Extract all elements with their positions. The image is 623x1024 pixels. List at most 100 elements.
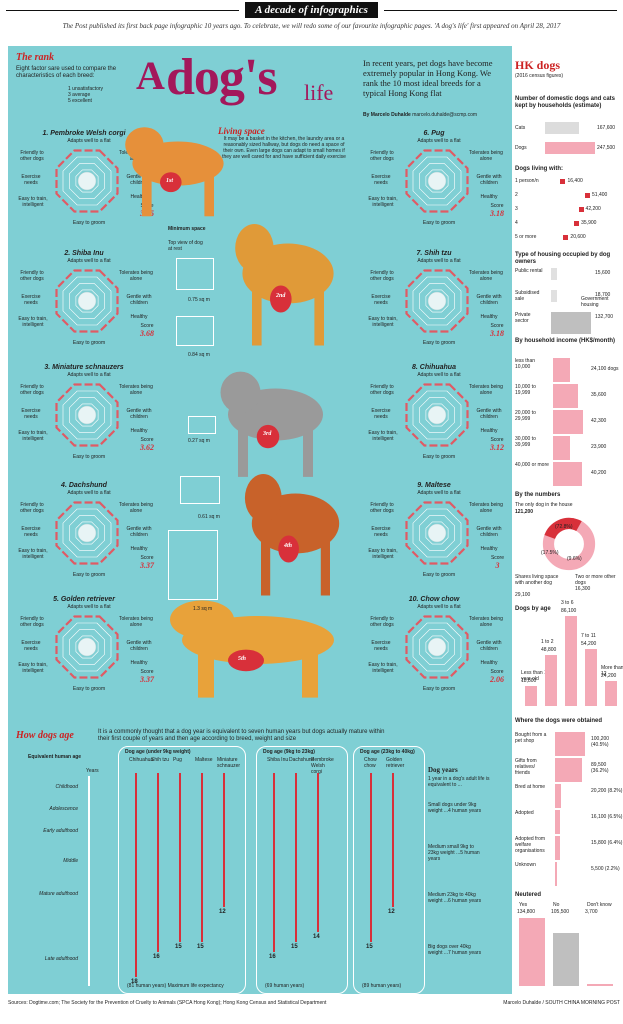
sidebar-text: 35,600 xyxy=(591,392,607,398)
sidebar-text: 15,600 xyxy=(595,270,611,276)
radar-octagon xyxy=(405,149,469,213)
bar xyxy=(587,984,613,986)
sidebar-text: Shares living space with another dog xyxy=(515,574,559,586)
sidebar-text: Adopted xyxy=(515,810,534,816)
score-value: 3.68 xyxy=(140,329,154,338)
sidebar-text: 20,600 xyxy=(570,234,586,240)
factor-label: Adapts well to a flat xyxy=(417,604,461,610)
breed-radar: 3. Miniature schnauzers Adapts well to a … xyxy=(14,364,154,476)
factor-label: Healthy xyxy=(480,314,498,320)
breed-name: 7. Shih tzu xyxy=(416,250,452,257)
factor-label: Exercise needs xyxy=(371,526,391,538)
factor-label: Healthy xyxy=(480,660,498,666)
age-group-title: Dog age (under 9kg weight) xyxy=(125,749,191,755)
sidebar-text: 10,000 to 19,999 xyxy=(515,384,536,396)
space-size: 0.84 sq m xyxy=(188,352,210,358)
age-bar xyxy=(273,773,275,952)
radar-octagon xyxy=(55,501,119,565)
breed-name: 5. Golden retriever xyxy=(53,596,115,603)
factor-label: Tolerates being alone xyxy=(469,384,503,396)
age-group-title: Dog age (23kg to 40kg) xyxy=(360,749,415,755)
score-label: Score xyxy=(490,203,504,209)
ribbon-label: 3rd xyxy=(263,431,272,438)
sidebar-heading: Type of housing occupied by dog owners xyxy=(515,252,611,265)
sidebar-heading: Dogs living with: xyxy=(515,166,563,172)
age-axis xyxy=(88,776,90,986)
breed-name: 6. Pug xyxy=(423,130,445,137)
factor-label: Healthy xyxy=(130,428,148,434)
sidebar-text: 3,700 xyxy=(585,909,598,915)
age-end-value: 14 xyxy=(313,934,320,940)
factor-label: Gentle with children xyxy=(126,294,152,306)
dog-illustration xyxy=(244,474,340,596)
bar xyxy=(551,290,557,302)
factor-label: Exercise needs xyxy=(371,408,391,420)
age-bar xyxy=(135,773,137,977)
age-bar xyxy=(223,773,225,907)
sidebar-text: 18,700 xyxy=(595,292,611,298)
score-label: Score xyxy=(140,669,154,675)
factor-label: Adapts well to a flat xyxy=(417,372,461,378)
bar xyxy=(553,384,579,408)
sidebar-text: Don't know xyxy=(587,902,612,908)
bar xyxy=(555,810,560,834)
factor-label: Easy to train, intelligent xyxy=(18,430,48,442)
factor-label: Exercise needs xyxy=(371,640,391,652)
dog-years-big: Big dogs over 40kg weight ...7 human yea… xyxy=(428,944,482,956)
breed-name: 9. Maltese xyxy=(417,482,451,489)
factor-label: Healthy xyxy=(130,546,148,552)
score-box: Score 3.68 xyxy=(140,323,154,338)
factor-label: Exercise needs xyxy=(371,294,391,306)
score-box: Score 3.37 xyxy=(140,555,154,570)
sidebar-text: 247,500 xyxy=(597,145,616,151)
sidebar-text: 42,300 xyxy=(591,418,607,424)
age-text: It is a commonly thought that a dog year… xyxy=(98,729,385,742)
banner-subtitle: The Post published its first back page i… xyxy=(62,22,561,30)
breed-radar: 8. Chihuahua Adapts well to a flat Tolerat… xyxy=(364,364,504,476)
ribbon-label: 4th xyxy=(284,543,293,549)
factor-label: Easy to groom xyxy=(422,454,456,460)
sidebar-text: No xyxy=(553,902,560,908)
donut-chart xyxy=(542,517,596,571)
sidebar-text: 89,500 (36.2%) xyxy=(591,762,609,774)
sidebar-text: 3 to 6 xyxy=(561,600,574,606)
factor-label: Easy to groom xyxy=(422,686,456,692)
dog-years-small: Small dogs under 9kg weight ...4 human y… xyxy=(428,802,482,814)
sidebar-text: 48,800 xyxy=(541,646,557,653)
top-banner: A decade of infographics xyxy=(0,0,623,20)
bar xyxy=(553,462,582,486)
age-end-value: 15 xyxy=(291,944,298,950)
sidebar-text: 134,800 xyxy=(517,909,536,915)
sidebar-text: 1 person/n xyxy=(515,178,539,184)
space-box xyxy=(180,476,220,504)
dot xyxy=(563,235,569,240)
sidebar-text: 4 xyxy=(515,220,518,226)
bar xyxy=(551,268,557,280)
factor-label: Tolerates being alone xyxy=(469,502,503,514)
space-size: 0.27 sq m xyxy=(188,438,210,444)
age-dog-name: Golden retriever xyxy=(386,757,405,769)
score-value: 3.12 xyxy=(490,443,504,452)
dog-illustration xyxy=(235,224,334,346)
sidebar-heading: Neutered xyxy=(515,892,542,898)
sidebar-text: Two or more other dogs xyxy=(575,574,616,586)
factor-label: Healthy xyxy=(130,660,148,666)
factor-label: Exercise needs xyxy=(371,174,391,186)
bar xyxy=(585,649,597,706)
breed-radar: 4. Dachshund Adapts well to a flat Tolerat… xyxy=(14,482,154,594)
equiv-label: Equivalent human age xyxy=(28,754,82,760)
breed-name: 10. Chow chow xyxy=(408,596,460,603)
sidebar-heading: Where the dogs were obtained xyxy=(515,718,603,724)
space-box xyxy=(168,530,218,600)
sidebar-text: More than 12 xyxy=(601,664,623,677)
age-bar xyxy=(201,773,203,942)
sidebar-text: 20,200 (8.2%) xyxy=(591,788,623,794)
bar xyxy=(545,142,595,154)
score-value: 2.06 xyxy=(490,675,504,684)
score-value: 3.37 xyxy=(140,675,154,684)
score-value: 3 xyxy=(495,561,500,570)
score-box: Score 2.06 xyxy=(490,669,504,684)
dog-illustration xyxy=(170,600,334,698)
age-stage: Mature adulthood xyxy=(39,891,78,897)
sidebar-text: 16,300 xyxy=(575,586,591,592)
